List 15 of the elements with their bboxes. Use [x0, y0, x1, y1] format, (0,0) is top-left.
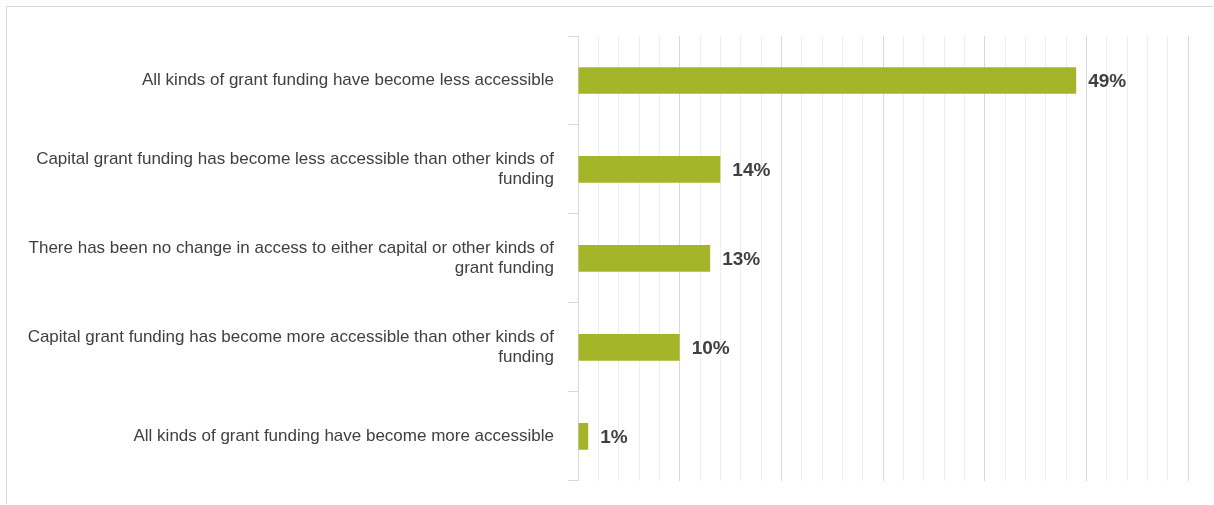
bar [578, 422, 589, 450]
data-label: 10% [691, 336, 730, 358]
data-label: 49% [1088, 69, 1127, 91]
data-label: 13% [722, 247, 761, 269]
y-tick-label: Capital grant funding has become more accessible than other kinds of funding [27, 326, 555, 367]
data-label: 1% [600, 425, 628, 447]
data-label: 14% [732, 158, 771, 180]
y-tick-label: Capital grant funding has become less accessible than other kinds of funding [36, 148, 555, 189]
y-tick-label: All kinds of grant funding have become less accessible [141, 70, 554, 90]
bar [578, 334, 680, 361]
bar [578, 67, 1077, 94]
y-tick-label: There has been no change in access to either capital or other kinds of grant funding [28, 237, 555, 278]
bar [578, 245, 711, 272]
bar [578, 156, 721, 183]
y-tick-label: All kinds of grant funding have become more accessible [133, 426, 554, 446]
